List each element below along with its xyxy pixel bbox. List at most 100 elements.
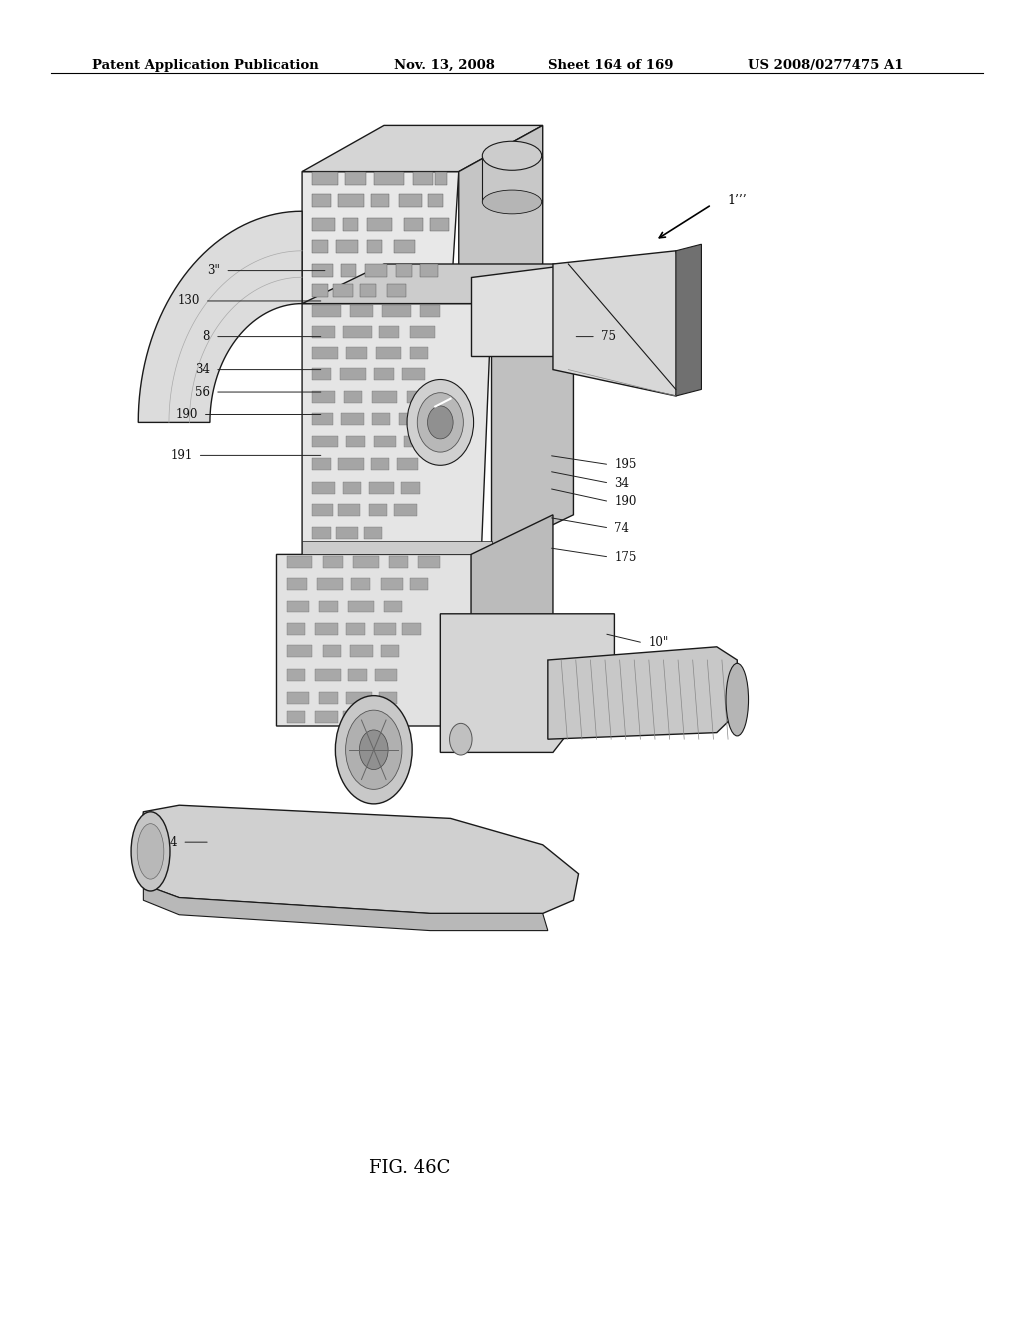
Bar	[375, 669, 397, 681]
Text: 8: 8	[203, 330, 210, 343]
Bar	[287, 669, 305, 681]
Bar	[312, 368, 331, 380]
Bar	[312, 326, 335, 338]
Bar	[384, 601, 402, 612]
Bar	[336, 527, 358, 539]
Text: 190: 190	[614, 495, 637, 508]
Bar	[374, 436, 396, 447]
Text: US 2008/0277475 A1: US 2008/0277475 A1	[748, 58, 903, 71]
Bar	[312, 284, 328, 297]
Bar	[287, 692, 309, 704]
Bar	[319, 601, 338, 612]
Bar	[407, 391, 425, 403]
Bar	[353, 556, 379, 568]
Bar	[338, 504, 360, 516]
Bar	[346, 623, 365, 635]
Text: 130: 130	[177, 294, 200, 308]
Ellipse shape	[726, 664, 749, 737]
Bar	[374, 623, 396, 635]
Polygon shape	[138, 805, 579, 913]
Polygon shape	[492, 264, 573, 554]
Bar	[404, 436, 425, 447]
Polygon shape	[302, 172, 459, 304]
Bar	[430, 218, 449, 231]
Ellipse shape	[359, 730, 388, 770]
Bar	[402, 368, 425, 380]
Polygon shape	[482, 156, 542, 202]
Bar	[372, 413, 390, 425]
Text: FIG. 46C: FIG. 46C	[369, 1159, 451, 1177]
Bar	[287, 578, 307, 590]
Bar	[371, 194, 389, 207]
Text: 3": 3"	[207, 264, 220, 277]
Ellipse shape	[345, 710, 401, 789]
Ellipse shape	[482, 141, 542, 170]
Bar	[381, 578, 403, 590]
Polygon shape	[138, 211, 302, 422]
Bar	[312, 458, 331, 470]
Bar	[312, 305, 341, 317]
Bar	[389, 556, 408, 568]
Bar	[402, 623, 421, 635]
Bar	[341, 264, 356, 277]
Bar	[428, 194, 443, 207]
Bar	[376, 347, 401, 359]
Ellipse shape	[450, 723, 472, 755]
Bar	[348, 669, 367, 681]
Ellipse shape	[336, 696, 412, 804]
Bar	[312, 240, 328, 253]
Bar	[387, 284, 406, 297]
Text: 56: 56	[195, 385, 210, 399]
Text: Nov. 13, 2008: Nov. 13, 2008	[394, 58, 496, 71]
Bar	[410, 326, 435, 338]
Bar	[351, 578, 370, 590]
Ellipse shape	[131, 812, 170, 891]
Text: Patent Application Publication: Patent Application Publication	[92, 58, 318, 71]
Ellipse shape	[418, 393, 464, 451]
Bar	[317, 578, 343, 590]
Text: 190: 190	[175, 408, 198, 421]
Bar	[410, 578, 428, 590]
Bar	[312, 264, 333, 277]
Bar	[345, 172, 366, 185]
Bar	[382, 305, 411, 317]
Bar	[365, 264, 387, 277]
Bar	[350, 305, 373, 317]
Ellipse shape	[428, 407, 453, 438]
Bar	[346, 436, 365, 447]
Bar	[397, 458, 418, 470]
Bar	[435, 172, 447, 185]
Bar	[360, 284, 376, 297]
Polygon shape	[471, 515, 553, 726]
Bar	[344, 391, 362, 403]
Bar	[333, 284, 353, 297]
Bar	[343, 482, 361, 494]
Bar	[341, 413, 364, 425]
Bar	[367, 218, 392, 231]
Text: 34: 34	[195, 363, 210, 376]
Bar	[420, 264, 438, 277]
Bar	[371, 458, 389, 470]
Bar	[369, 504, 387, 516]
Bar	[404, 218, 423, 231]
Bar	[315, 669, 341, 681]
Bar	[374, 172, 404, 185]
Bar	[312, 527, 331, 539]
Bar	[343, 326, 372, 338]
Text: 4: 4	[170, 836, 177, 849]
Bar	[346, 692, 372, 704]
Bar	[312, 218, 335, 231]
Bar	[336, 240, 358, 253]
Text: 1’’’: 1’’’	[727, 194, 746, 207]
Ellipse shape	[407, 380, 473, 466]
Bar	[340, 368, 366, 380]
Bar	[338, 194, 364, 207]
Bar	[312, 504, 333, 516]
Bar	[312, 347, 338, 359]
Bar	[350, 645, 373, 657]
Bar	[420, 305, 440, 317]
Polygon shape	[143, 884, 548, 931]
Text: 34: 34	[614, 477, 630, 490]
Bar	[287, 645, 312, 657]
Bar	[287, 711, 305, 723]
